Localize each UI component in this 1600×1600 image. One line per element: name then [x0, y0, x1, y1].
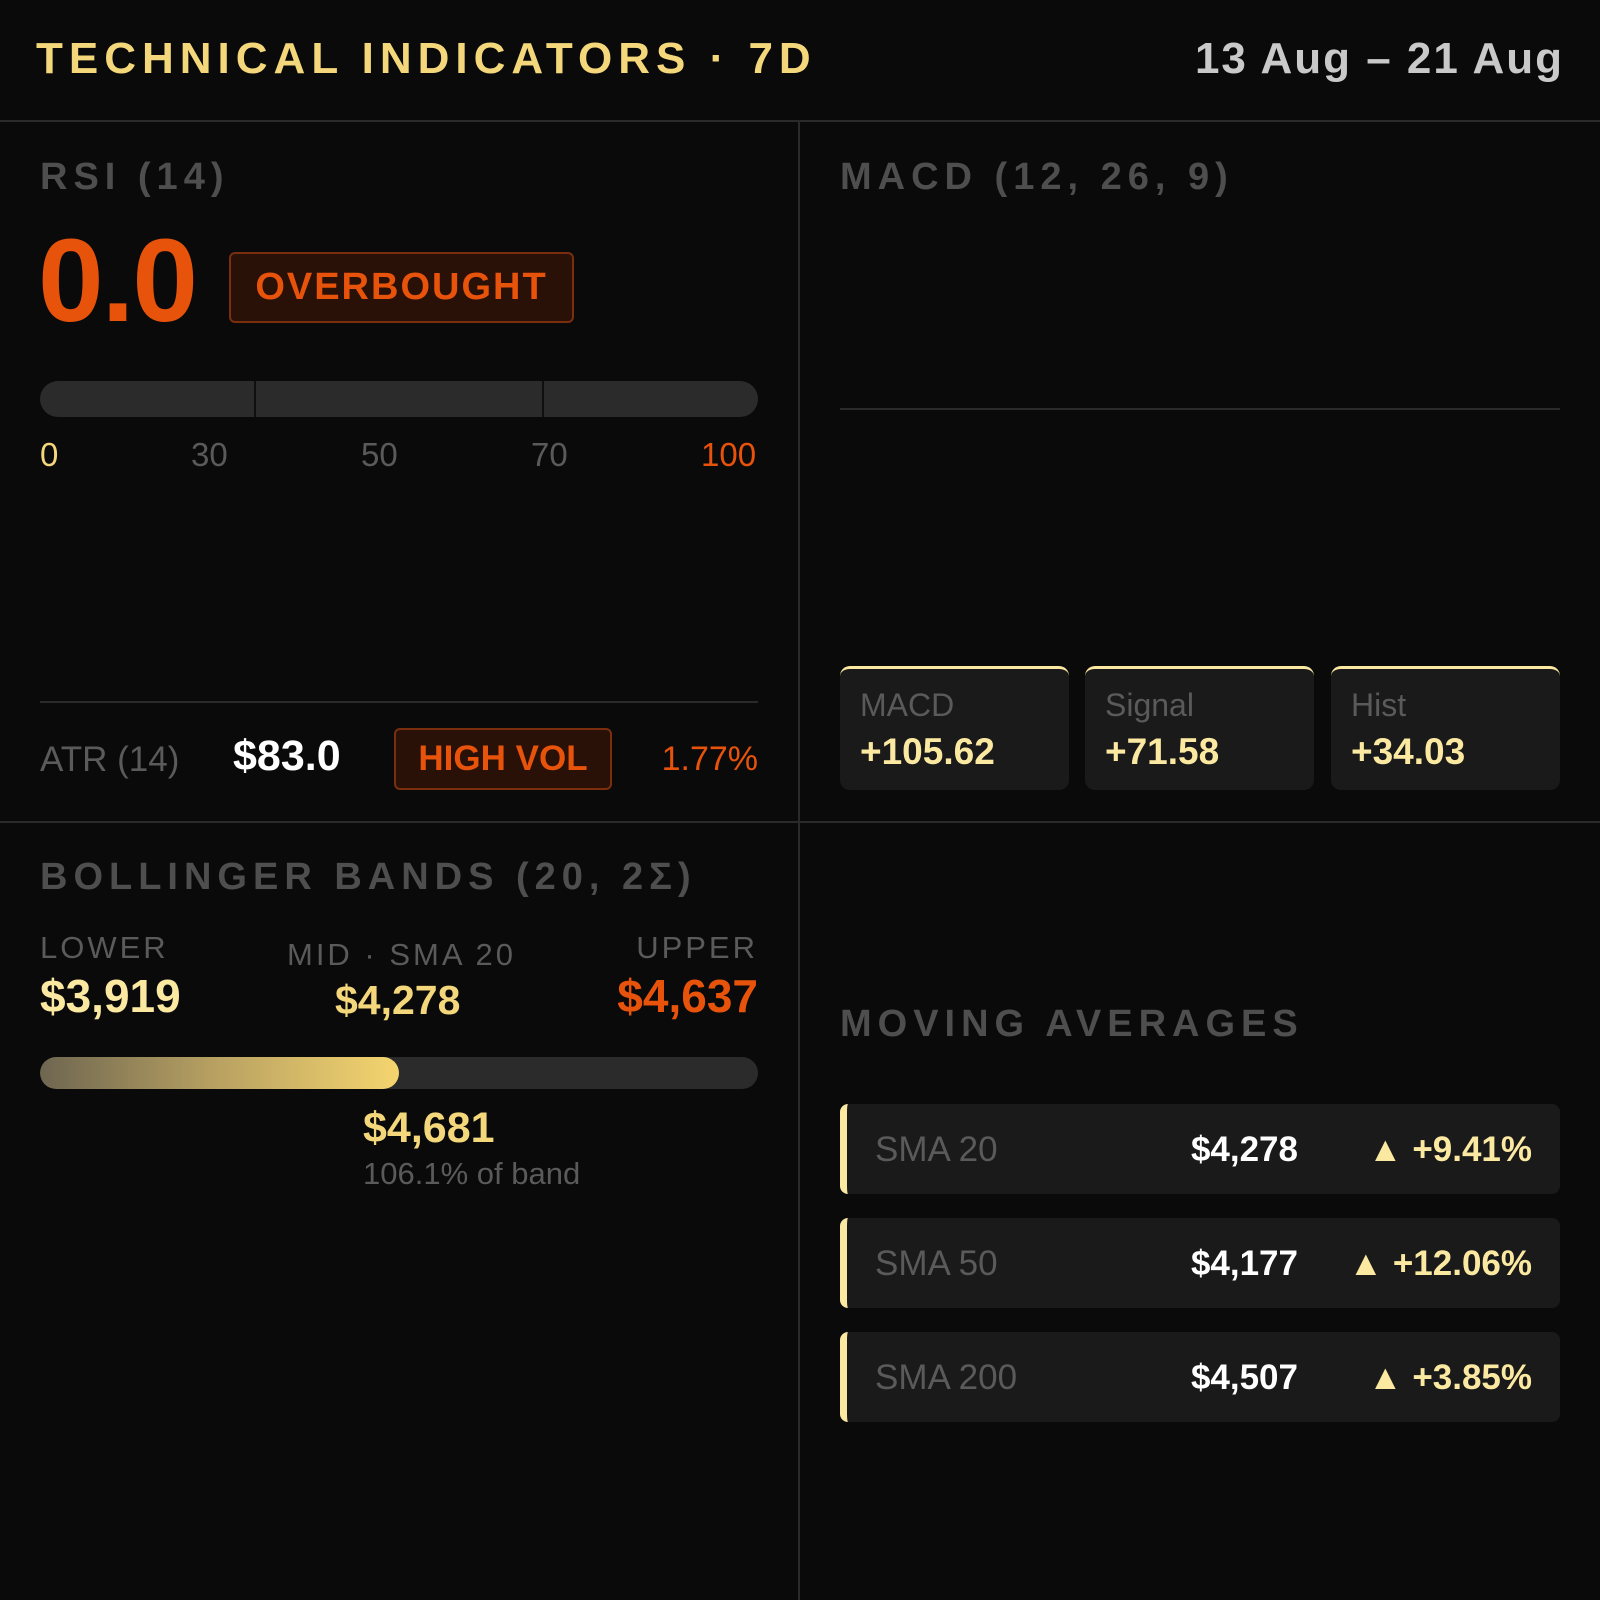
vertical-divider	[798, 122, 800, 1600]
macd-card-value: +34.03	[1351, 731, 1466, 772]
bollinger-upper-value: $4,637	[617, 970, 758, 1022]
page-title: TECHNICAL INDICATORS · 7D	[36, 34, 817, 83]
bollinger-current-price: $4,681	[363, 1104, 495, 1152]
rsi-scale-label-100: 100	[701, 436, 757, 473]
macd-card-macd: MACD +105.62	[840, 666, 1069, 790]
macd-card-hist: Hist +34.03	[1331, 666, 1560, 790]
macd-card-value: +105.62	[860, 731, 995, 772]
ma-row-sma-50: SMA 50 $4,177 ▲ +12.06%	[840, 1218, 1560, 1308]
bollinger-title: BOLLINGER BANDS (20, 2Σ)	[40, 856, 697, 898]
macd-card-label: MACD	[860, 687, 955, 723]
header-bar: TECHNICAL INDICATORS · 7D 13 Aug – 21 Au…	[0, 0, 1600, 122]
rsi-status-badge: OVERBOUGHT	[229, 252, 574, 323]
rsi-gauge	[40, 381, 758, 417]
rsi-atr-divider	[40, 701, 758, 703]
atr-status-badge: HIGH VOL	[394, 728, 612, 790]
bollinger-upper-label: UPPER	[636, 930, 758, 965]
date-range: 13 Aug – 21 Aug	[1194, 34, 1564, 83]
macd-zero-line	[840, 408, 1560, 410]
atr-value: $83.0	[233, 732, 341, 780]
rsi-oversold-tick	[254, 381, 256, 417]
bollinger-position-bar	[40, 1057, 758, 1089]
rsi-scale-label-70: 70	[531, 436, 568, 473]
bollinger-mid-value: $4,278	[335, 977, 461, 1023]
ma-price: $4,278	[1190, 1130, 1298, 1169]
rsi-scale-label-50: 50	[361, 436, 398, 473]
bollinger-lower-label: LOWER	[40, 930, 169, 965]
macd-card-label: Signal	[1105, 687, 1194, 723]
bollinger-mid-label: MID · SMA 20	[287, 937, 516, 972]
ma-name: SMA 20	[875, 1130, 998, 1169]
moving-averages-title: MOVING AVERAGES	[840, 1003, 1304, 1045]
atr-label: ATR (14)	[40, 740, 180, 779]
macd-card-value: +71.58	[1105, 731, 1220, 772]
ma-change: ▲ +9.41%	[1367, 1130, 1532, 1169]
ma-row-sma-20: SMA 20 $4,278 ▲ +9.41%	[840, 1104, 1560, 1194]
ma-name: SMA 200	[875, 1358, 1018, 1397]
horizontal-divider	[0, 821, 1600, 823]
atr-percent: 1.77%	[661, 740, 758, 778]
rsi-scale-label-30: 30	[191, 436, 228, 473]
rsi-scale-label-0: 0	[40, 436, 59, 473]
rsi-overbought-tick	[542, 381, 544, 417]
rsi-title: RSI (14)	[40, 156, 230, 198]
ma-name: SMA 50	[875, 1244, 998, 1283]
bollinger-position-text: 106.1% of band	[363, 1156, 581, 1191]
macd-card-signal: Signal +71.58	[1085, 666, 1314, 790]
macd-title: MACD (12, 26, 9)	[840, 156, 1234, 198]
bollinger-lower-value: $3,919	[40, 970, 181, 1022]
ma-change: ▲ +3.85%	[1367, 1358, 1532, 1397]
bollinger-position-fill	[40, 1057, 399, 1089]
ma-row-sma-200: SMA 200 $4,507 ▲ +3.85%	[840, 1332, 1560, 1422]
ma-price: $4,507	[1190, 1358, 1298, 1397]
macd-card-label: Hist	[1351, 687, 1407, 723]
ma-change: ▲ +12.06%	[1348, 1244, 1532, 1283]
rsi-value: 0.0	[38, 215, 198, 347]
ma-price: $4,177	[1190, 1244, 1298, 1283]
